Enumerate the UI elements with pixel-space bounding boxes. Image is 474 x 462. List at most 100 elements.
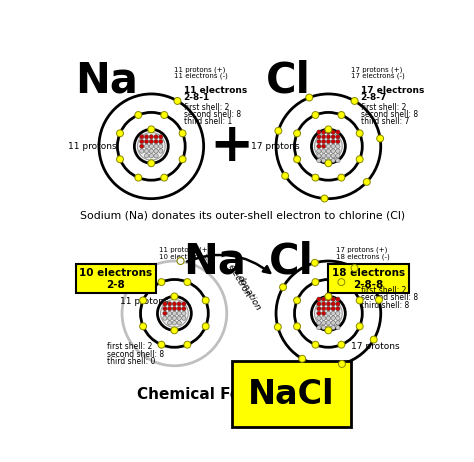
- Circle shape: [172, 316, 176, 320]
- Circle shape: [177, 311, 181, 316]
- Text: 11 protons (+): 11 protons (+): [174, 66, 226, 73]
- Circle shape: [326, 134, 330, 139]
- Circle shape: [317, 130, 321, 134]
- Circle shape: [145, 154, 149, 158]
- Circle shape: [331, 134, 335, 139]
- Circle shape: [377, 135, 383, 142]
- Circle shape: [321, 134, 326, 139]
- Circle shape: [149, 154, 154, 158]
- Circle shape: [167, 306, 172, 311]
- Circle shape: [145, 140, 149, 144]
- Circle shape: [172, 311, 176, 316]
- Circle shape: [370, 336, 377, 343]
- Circle shape: [336, 158, 340, 163]
- Circle shape: [177, 302, 181, 306]
- Circle shape: [321, 149, 326, 153]
- Circle shape: [326, 321, 330, 325]
- Circle shape: [159, 134, 163, 139]
- Circle shape: [140, 323, 146, 330]
- Circle shape: [163, 316, 167, 320]
- Circle shape: [177, 321, 181, 325]
- Circle shape: [317, 144, 321, 148]
- Circle shape: [154, 140, 158, 144]
- Circle shape: [184, 341, 191, 348]
- Circle shape: [338, 174, 345, 181]
- Circle shape: [363, 178, 370, 185]
- Circle shape: [182, 302, 186, 306]
- Circle shape: [331, 316, 335, 320]
- Text: 2-8-7: 2-8-7: [361, 93, 387, 102]
- Text: 11 protons: 11 protons: [120, 298, 169, 306]
- Circle shape: [154, 149, 158, 153]
- Circle shape: [326, 302, 330, 306]
- Circle shape: [321, 302, 326, 306]
- Circle shape: [161, 111, 168, 118]
- Circle shape: [326, 154, 330, 158]
- Circle shape: [140, 144, 144, 148]
- Circle shape: [163, 306, 167, 311]
- Circle shape: [331, 302, 335, 306]
- Circle shape: [202, 323, 209, 330]
- Circle shape: [158, 279, 165, 286]
- Circle shape: [317, 325, 321, 330]
- Circle shape: [321, 297, 326, 301]
- Circle shape: [293, 156, 301, 163]
- Circle shape: [182, 311, 186, 316]
- Circle shape: [325, 160, 332, 167]
- Text: third shell: 1: third shell: 1: [183, 117, 232, 126]
- Circle shape: [140, 297, 146, 304]
- Circle shape: [145, 149, 149, 153]
- Circle shape: [321, 321, 326, 325]
- Circle shape: [137, 133, 165, 160]
- Circle shape: [154, 144, 158, 148]
- Circle shape: [163, 311, 167, 316]
- Text: third shell: 0: third shell: 0: [107, 358, 155, 366]
- Circle shape: [321, 154, 326, 158]
- Circle shape: [325, 126, 332, 133]
- Circle shape: [338, 279, 345, 286]
- Circle shape: [336, 149, 340, 153]
- Text: first shell: 2: first shell: 2: [361, 103, 406, 112]
- Text: donation: donation: [235, 273, 263, 312]
- Circle shape: [179, 130, 186, 137]
- Circle shape: [280, 284, 286, 291]
- Circle shape: [336, 134, 340, 139]
- Circle shape: [321, 140, 326, 144]
- Circle shape: [172, 302, 176, 306]
- Circle shape: [167, 311, 172, 316]
- Circle shape: [184, 279, 191, 286]
- Circle shape: [312, 111, 319, 118]
- Circle shape: [331, 158, 335, 163]
- Circle shape: [135, 111, 142, 118]
- Circle shape: [321, 316, 326, 320]
- Circle shape: [336, 325, 340, 330]
- Circle shape: [336, 130, 340, 134]
- Circle shape: [171, 327, 178, 334]
- Circle shape: [356, 156, 363, 163]
- Circle shape: [356, 297, 363, 304]
- Circle shape: [326, 144, 330, 148]
- Circle shape: [167, 316, 172, 320]
- Circle shape: [312, 279, 319, 286]
- Text: +: +: [209, 120, 254, 172]
- Circle shape: [148, 160, 155, 167]
- Circle shape: [159, 144, 163, 148]
- Circle shape: [159, 149, 163, 153]
- Text: NaCl: NaCl: [248, 378, 335, 411]
- Circle shape: [331, 325, 335, 330]
- Circle shape: [338, 341, 345, 348]
- Circle shape: [331, 311, 335, 316]
- Circle shape: [326, 325, 330, 330]
- Circle shape: [351, 97, 358, 104]
- Circle shape: [167, 302, 172, 306]
- Circle shape: [351, 265, 358, 272]
- Text: electron: electron: [226, 263, 252, 299]
- Circle shape: [171, 293, 178, 300]
- Text: 17 electrons: 17 electrons: [361, 85, 424, 95]
- Circle shape: [293, 323, 301, 330]
- Circle shape: [317, 306, 321, 311]
- Circle shape: [336, 316, 340, 320]
- Circle shape: [163, 302, 167, 306]
- Circle shape: [326, 158, 330, 163]
- Text: 17 protons: 17 protons: [352, 342, 400, 351]
